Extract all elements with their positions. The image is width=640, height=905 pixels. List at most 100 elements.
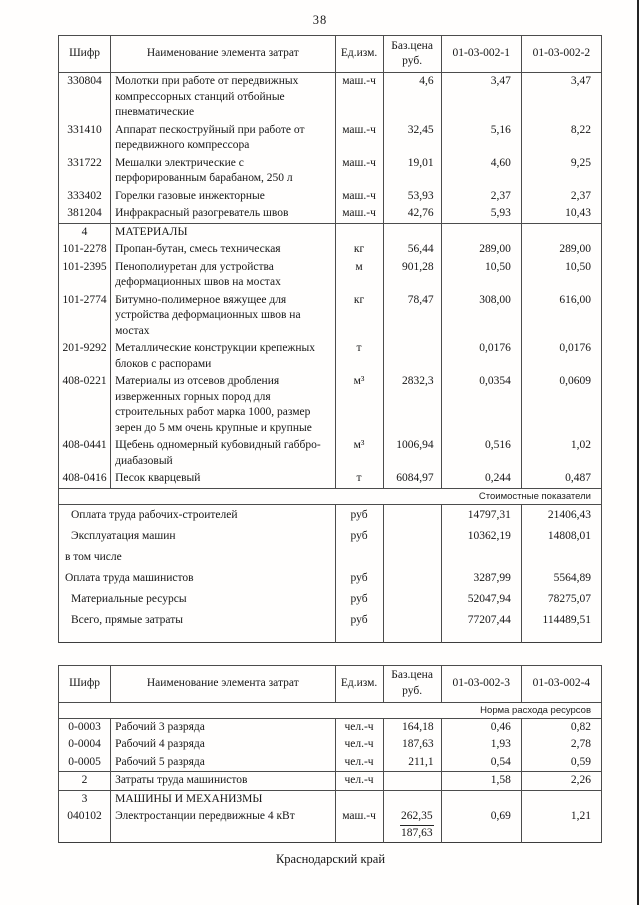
cell-rate-1: 1,93: [440, 736, 522, 754]
cell-base-price: 19,01: [382, 154, 442, 188]
scan-edge-artifact: [637, 0, 639, 905]
table-row: 2 Затраты труда машинистов чел.-ч 1,58 2,26: [57, 771, 603, 790]
cell-rate-1: 289,00: [440, 241, 522, 259]
cell-code: 331410: [57, 121, 112, 155]
cell-name: Пенополиуретан для устройства деформацио…: [110, 258, 336, 292]
cell-rate-1: 0,0176: [440, 340, 522, 373]
summary-rate-1: 52047,94: [440, 588, 522, 610]
region-footer-label: Краснодарский край: [275, 852, 386, 866]
cell-rate-1: 3,47: [440, 72, 522, 122]
summary-rate-1: [440, 546, 522, 568]
summary-base-empty: [382, 504, 442, 526]
cell-rate-1: 5,16: [440, 121, 522, 155]
page-content: Шифр Наименование элемента затрат Ед.изм. Б…: [57, 35, 603, 867]
cell-base-price: [382, 771, 442, 790]
table-row: 331722 Мешалки электрические с перфориров…: [57, 154, 603, 188]
cell-name: Щебень одномерный кубовидный габбро-диаб…: [110, 437, 336, 470]
cell-rate-2: 0,59: [520, 753, 603, 772]
cell-rate-2: 1,21: [520, 808, 603, 843]
cell-unit: м: [334, 258, 384, 292]
cell-unit: маш.-ч: [334, 154, 384, 188]
table-row: 408-0416 Песок кварцевый т 6084,97 0,244 0,48…: [57, 470, 603, 488]
column-header: Шифр: [57, 664, 112, 703]
cell-base-price: 4,6: [382, 72, 442, 122]
table-row: 408-0441 Щебень одномерный кубовидный габ…: [57, 437, 603, 470]
cell-base-price: 6084,97: [382, 470, 442, 488]
cell-rate-2: 0,82: [520, 718, 603, 736]
cell-unit: маш.-ч: [334, 187, 384, 205]
table-row: 201-9292 Металлические конструкции крепеж…: [57, 340, 603, 373]
cost-table-1: Шифр Наименование элемента затрат Ед.изм. Б…: [57, 35, 603, 643]
cell-rate-2: 8,22: [520, 121, 603, 155]
summary-rate-2: [520, 546, 603, 568]
cell-unit: кг: [334, 241, 384, 259]
cell-unit: чел.-ч: [334, 736, 384, 754]
cell-rate-1: 0,46: [440, 718, 522, 736]
summary-row: Всего, прямые затраты руб 77207,44 114489,5…: [58, 609, 603, 631]
cell-code: 333402: [57, 187, 112, 205]
band-row: Норма расхода ресурсов: [58, 701, 602, 719]
cell-rate-2: [520, 789, 603, 808]
summary-base-empty: [382, 525, 442, 547]
cell-base-price: 56,44: [382, 241, 442, 259]
cell-code: 331722: [57, 154, 112, 188]
cell-rate-1: 5,93: [440, 205, 522, 223]
cell-unit: [334, 222, 384, 241]
cell-unit: маш.-ч: [334, 121, 384, 155]
cell-code: 101-2278: [57, 241, 112, 259]
cell-name: Электростанции передвижные 4 кВт: [110, 808, 336, 843]
cell-rate-2: 0,487: [520, 470, 603, 488]
cell-unit: чел.-ч: [334, 718, 384, 736]
cell-code: 0-0005: [57, 753, 112, 772]
column-header: Ед.изм.: [334, 664, 384, 703]
summary-row: в том числе: [58, 546, 603, 568]
column-header: Наименование элемента затрат: [110, 35, 336, 73]
summary-name: Эксплуатация машин: [58, 525, 336, 547]
summary-rate-1: 14797,31: [440, 504, 522, 526]
summary-base-empty: [382, 546, 442, 568]
table-row: 101-2774 Битумно-полимерное вяжущее для у…: [57, 291, 603, 340]
base-price-fraction: 262,35 187,63: [400, 809, 434, 841]
column-header: Наименование элемента затрат: [110, 664, 336, 703]
summary-row: Оплата труда машинистов руб 3287,99 5564,89: [58, 567, 603, 589]
summary-unit: руб: [334, 588, 384, 610]
cell-name: Горелки газовые инжекторные: [110, 187, 336, 205]
cell-rate-1: 4,60: [440, 154, 522, 188]
page-number: 38: [312, 13, 328, 27]
summary-base-empty: [382, 567, 442, 589]
cell-unit: маш.-ч: [334, 808, 384, 843]
cell-rate-2: 9,25: [520, 154, 603, 188]
cell-rate-1: [440, 789, 522, 808]
cell-base-price: 901,28: [382, 258, 442, 292]
cell-unit: кг: [334, 291, 384, 340]
column-header: Ед.изм.: [334, 35, 384, 73]
table-row: 333402 Горелки газовые инжекторные маш.-ч 5…: [57, 187, 603, 205]
summary-rate-2: 14808,01: [520, 525, 603, 547]
table-row: 330804 Молотки при работе от передвижных …: [57, 72, 603, 122]
summary-rate-1: 10362,19: [440, 525, 522, 547]
summary-unit: руб: [334, 525, 384, 547]
column-header: Баз.цена руб.: [382, 35, 442, 73]
cell-base-price: 42,76: [382, 205, 442, 223]
cost-table-2: Шифр Наименование элемента затрат Ед.изм. Б…: [57, 664, 603, 843]
band-row: Стоимостные показатели: [58, 487, 602, 505]
cell-name: Материалы из отсевов дробления изверженн…: [110, 373, 336, 437]
cell-name: МАТЕРИАЛЫ: [110, 222, 336, 241]
cell-rate-2: 1,02: [520, 437, 603, 470]
table-row: 331410 Аппарат пескоструйный при работе о…: [57, 121, 603, 155]
cell-unit: т: [334, 340, 384, 373]
band-label: Норма расхода ресурсов: [58, 701, 602, 719]
summary-rate-2: 5564,89: [520, 567, 603, 589]
summary-name: Всего, прямые затраты: [58, 609, 336, 631]
cell-name: Рабочий 3 разряда: [110, 718, 336, 736]
cell-rate-1: 10,50: [440, 258, 522, 292]
table-row: 040102 Электростанции передвижные 4 кВт ма…: [57, 808, 603, 843]
cell-name: Битумно-полимерное вяжущее для устройств…: [110, 291, 336, 340]
summary-unit: руб: [334, 609, 384, 631]
fraction-top: 262,35: [400, 809, 434, 826]
cell-rate-2: 10,43: [520, 205, 603, 223]
cell-code: 3: [57, 789, 112, 808]
cell-name: Рабочий 4 разряда: [110, 736, 336, 754]
cell-unit: маш.-ч: [334, 205, 384, 223]
cell-rate-2: 3,47: [520, 72, 603, 122]
